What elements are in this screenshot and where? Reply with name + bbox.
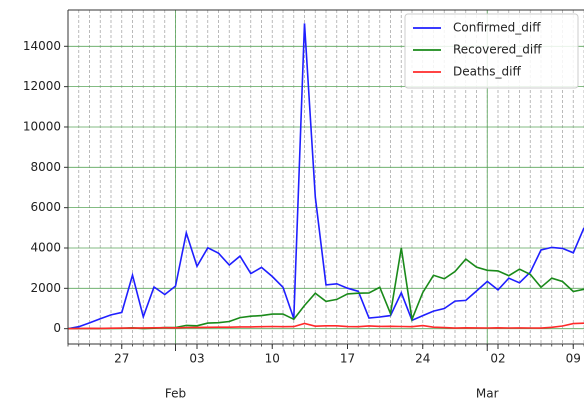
month-label: Mar [476,387,499,401]
y-tick-label: 12000 [23,79,61,93]
x-tick-label: 24 [415,352,430,366]
plot-area [68,23,584,330]
series-line [68,322,584,330]
axes: 0 2000 4000 6000 8000 10000 12000 14000 Feb Mar 27… [23,9,584,401]
x-tick-label: 27 [114,352,129,366]
y-tick-label: 2000 [30,281,61,295]
x-tick-label: 03 [189,352,204,366]
y-tick-label: 4000 [30,240,61,254]
legend-label: Deaths_diff [453,65,521,79]
y-tick-label: 0 [53,321,61,335]
legend-label: Recovered_diff [453,43,542,57]
y-tick-label: 10000 [23,119,61,133]
legend-box [404,13,579,89]
x-tick-label: 17 [340,352,355,366]
x-tick-label: 02 [490,352,505,366]
month-label: Feb [165,387,186,401]
legend-label: Confirmed_diff [453,21,541,35]
series-line [68,23,584,330]
y-tick-label: 6000 [30,200,61,214]
y-tick-label: 8000 [30,160,61,174]
x-tick-label: 09 [566,352,581,366]
x-tick-label: 10 [265,352,280,366]
y-tick-label: 14000 [23,39,61,53]
